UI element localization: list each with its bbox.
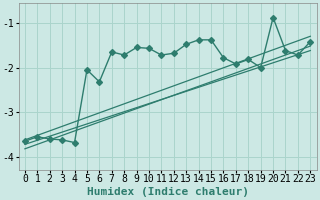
X-axis label: Humidex (Indice chaleur): Humidex (Indice chaleur) xyxy=(87,187,249,197)
